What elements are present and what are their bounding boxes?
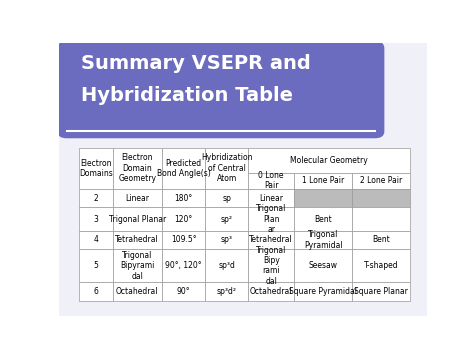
Bar xyxy=(112,148,162,189)
Text: 180°: 180° xyxy=(174,193,193,203)
Text: Electron
Domain
Geometry: Electron Domain Geometry xyxy=(118,153,156,183)
Bar xyxy=(352,173,410,189)
FancyBboxPatch shape xyxy=(57,41,384,138)
Text: 120°: 120° xyxy=(174,214,193,224)
Bar xyxy=(205,207,248,231)
Text: 0 Lone
Pair: 0 Lone Pair xyxy=(258,171,284,191)
Bar xyxy=(294,207,352,231)
Bar xyxy=(162,249,205,282)
Text: 2 Lone Pair: 2 Lone Pair xyxy=(360,176,402,185)
Text: 90°: 90° xyxy=(177,287,191,296)
Text: Tetrahedral: Tetrahedral xyxy=(249,235,293,245)
Bar xyxy=(294,189,352,207)
Bar xyxy=(205,249,248,282)
Text: Trigonal
Plan
ar: Trigonal Plan ar xyxy=(256,204,286,234)
Text: sp³: sp³ xyxy=(220,235,233,245)
Bar xyxy=(112,282,162,301)
Text: sp²: sp² xyxy=(220,214,233,224)
Bar xyxy=(294,282,352,301)
Bar xyxy=(294,173,352,189)
Bar xyxy=(80,148,112,189)
Text: Linear: Linear xyxy=(125,193,149,203)
Bar xyxy=(248,173,294,189)
Bar xyxy=(112,249,162,282)
Bar xyxy=(294,249,352,282)
Text: Linear: Linear xyxy=(259,193,283,203)
Bar xyxy=(80,231,112,249)
Text: Predicted
Bond Angle(s): Predicted Bond Angle(s) xyxy=(157,159,210,178)
Text: sp³d: sp³d xyxy=(218,261,235,270)
Text: Bent: Bent xyxy=(314,214,332,224)
Text: Trigonal Planar: Trigonal Planar xyxy=(109,214,166,224)
Bar xyxy=(162,282,205,301)
Text: Bent: Bent xyxy=(372,235,390,245)
Bar xyxy=(205,148,248,189)
Bar xyxy=(352,282,410,301)
Text: 5: 5 xyxy=(93,261,99,270)
Text: 109.5°: 109.5° xyxy=(171,235,196,245)
Bar xyxy=(294,231,352,249)
Bar xyxy=(352,231,410,249)
Bar xyxy=(205,282,248,301)
Bar xyxy=(205,189,248,207)
Bar xyxy=(352,249,410,282)
Text: sp³d²: sp³d² xyxy=(217,287,237,296)
Bar xyxy=(162,148,205,189)
Text: 3: 3 xyxy=(93,214,99,224)
Bar xyxy=(248,282,294,301)
Bar xyxy=(80,189,112,207)
Bar xyxy=(205,231,248,249)
Bar xyxy=(80,207,112,231)
Text: Electron
Domains: Electron Domains xyxy=(79,159,113,178)
Bar xyxy=(248,231,294,249)
Text: Hybridization Table: Hybridization Table xyxy=(82,86,293,105)
Bar xyxy=(162,231,205,249)
Bar xyxy=(80,282,112,301)
Bar xyxy=(162,189,205,207)
Text: 6: 6 xyxy=(93,287,99,296)
Text: 2: 2 xyxy=(93,193,99,203)
Text: Square Pyramidal: Square Pyramidal xyxy=(289,287,357,296)
FancyBboxPatch shape xyxy=(52,37,434,321)
Text: Summary VSEPR and: Summary VSEPR and xyxy=(82,54,311,73)
Bar xyxy=(352,189,410,207)
Bar xyxy=(248,148,410,173)
Text: Octahedral: Octahedral xyxy=(250,287,292,296)
Text: Square Planar: Square Planar xyxy=(354,287,408,296)
Text: Trigonal
Bipy
rami
dal: Trigonal Bipy rami dal xyxy=(256,246,286,286)
Bar xyxy=(80,249,112,282)
Bar xyxy=(248,189,294,207)
Bar xyxy=(248,249,294,282)
Text: Trigonal
Bipyrami
dal: Trigonal Bipyrami dal xyxy=(120,251,155,281)
Text: Tetrahedral: Tetrahedral xyxy=(116,235,159,245)
Text: Hybridization
of Central
Atom: Hybridization of Central Atom xyxy=(201,153,252,183)
Text: 90°, 120°: 90°, 120° xyxy=(165,261,202,270)
Text: T-shaped: T-shaped xyxy=(364,261,399,270)
Bar xyxy=(112,231,162,249)
Bar xyxy=(162,207,205,231)
Text: 1 Lone Pair: 1 Lone Pair xyxy=(302,176,345,185)
Text: Trigonal
Pyramidal: Trigonal Pyramidal xyxy=(304,230,343,250)
Text: sp: sp xyxy=(222,193,231,203)
Text: Molecular Geometry: Molecular Geometry xyxy=(290,156,368,165)
Bar xyxy=(112,189,162,207)
Bar xyxy=(248,207,294,231)
Text: Octahedral: Octahedral xyxy=(116,287,159,296)
Text: 4: 4 xyxy=(93,235,99,245)
Bar xyxy=(112,207,162,231)
Text: Seesaw: Seesaw xyxy=(309,261,338,270)
Bar xyxy=(352,207,410,231)
